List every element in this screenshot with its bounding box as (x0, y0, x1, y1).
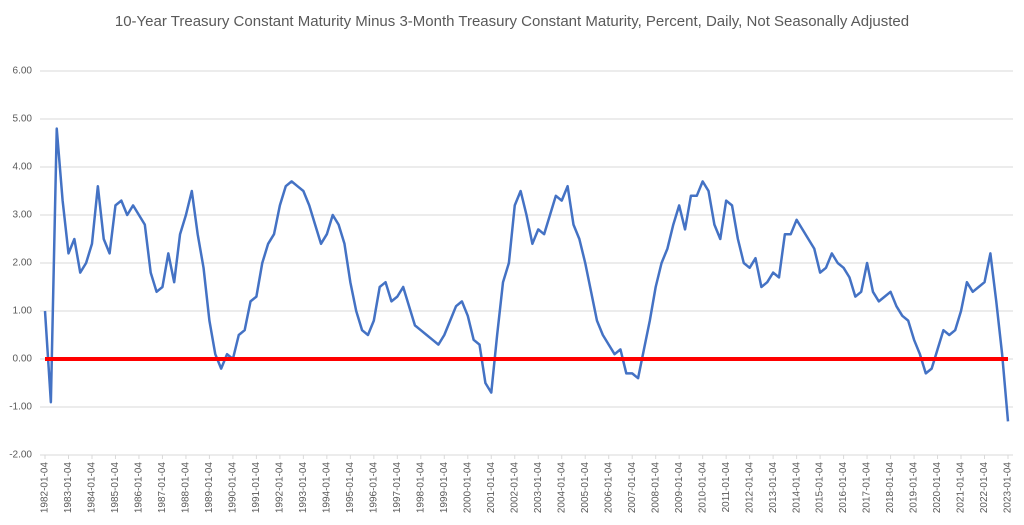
y-tick-label: 1.00 (13, 306, 33, 317)
x-tick-label: 2011-01-04 (721, 462, 732, 513)
x-tick-label: 2009-01-04 (674, 462, 685, 514)
x-tick-label: 1990-01-04 (228, 462, 239, 514)
x-tick-label: 2007-01-04 (627, 462, 638, 514)
x-tick-label: 2018-01-04 (885, 462, 896, 514)
x-tick-label: 2023-01-04 (1003, 462, 1014, 514)
y-tick-label: 6.00 (13, 66, 33, 77)
x-tick-label: 2017-01-04 (862, 462, 873, 514)
x-tick-label: 2015-01-04 (815, 462, 826, 514)
x-tick-label: 2020-01-04 (932, 462, 943, 514)
x-tick-label: 1989-01-04 (204, 462, 215, 514)
x-tick-label: 2014-01-04 (791, 462, 802, 514)
x-tick-label: 1986-01-04 (134, 462, 145, 514)
x-tick-label: 1988-01-04 (181, 462, 192, 514)
x-tick-label: 2016-01-04 (838, 462, 849, 514)
x-tick-label: 1999-01-04 (439, 462, 450, 514)
x-tick-label: 1995-01-04 (345, 462, 356, 514)
y-tick-label: 5.00 (13, 114, 33, 125)
x-tick-label: 1983-01-04 (63, 462, 74, 514)
x-tick-label: 1987-01-04 (157, 462, 168, 514)
y-tick-label: 2.00 (13, 258, 33, 269)
x-tick-label: 1982-01-04 (40, 462, 51, 514)
x-tick-label: 1985-01-04 (110, 462, 121, 514)
x-tick-label: 2005-01-04 (580, 462, 591, 514)
x-tick-label: 2000-01-04 (462, 462, 473, 514)
x-tick-label: 2002-01-04 (509, 462, 520, 514)
x-tick-label: 2001-01-04 (486, 462, 497, 514)
x-tick-label: 2010-01-04 (697, 462, 708, 514)
x-tick-label: 2019-01-04 (909, 462, 920, 514)
y-tick-label: -2.00 (9, 450, 32, 461)
y-tick-label: 3.00 (13, 210, 33, 221)
y-tick-label: 4.00 (13, 162, 33, 173)
x-tick-label: 1993-01-04 (298, 462, 309, 514)
y-tick-label: -1.00 (9, 402, 32, 413)
x-tick-label: 1992-01-04 (275, 462, 286, 514)
x-tick-label: 2021-01-04 (956, 462, 967, 514)
x-tick-label: 1998-01-04 (415, 462, 426, 514)
x-tick-label: 2022-01-04 (979, 462, 990, 514)
x-tick-label: 1996-01-04 (368, 462, 379, 514)
x-tick-label: 1997-01-04 (392, 462, 403, 514)
y-tick-label: 0.00 (13, 354, 33, 365)
x-tick-label: 2006-01-04 (603, 462, 614, 514)
x-tick-label: 2012-01-04 (744, 462, 755, 514)
x-tick-label: 2008-01-04 (650, 462, 661, 514)
x-tick-label: 2013-01-04 (768, 462, 779, 514)
x-tick-label: 2004-01-04 (556, 462, 567, 514)
x-tick-label: 1994-01-04 (321, 462, 332, 514)
chart-title: 10-Year Treasury Constant Maturity Minus… (114, 13, 910, 30)
x-tick-label: 2003-01-04 (533, 462, 544, 514)
x-tick-label: 1984-01-04 (87, 462, 98, 514)
x-tick-label: 1991-01-04 (251, 462, 262, 514)
series-line (43, 127, 1010, 422)
